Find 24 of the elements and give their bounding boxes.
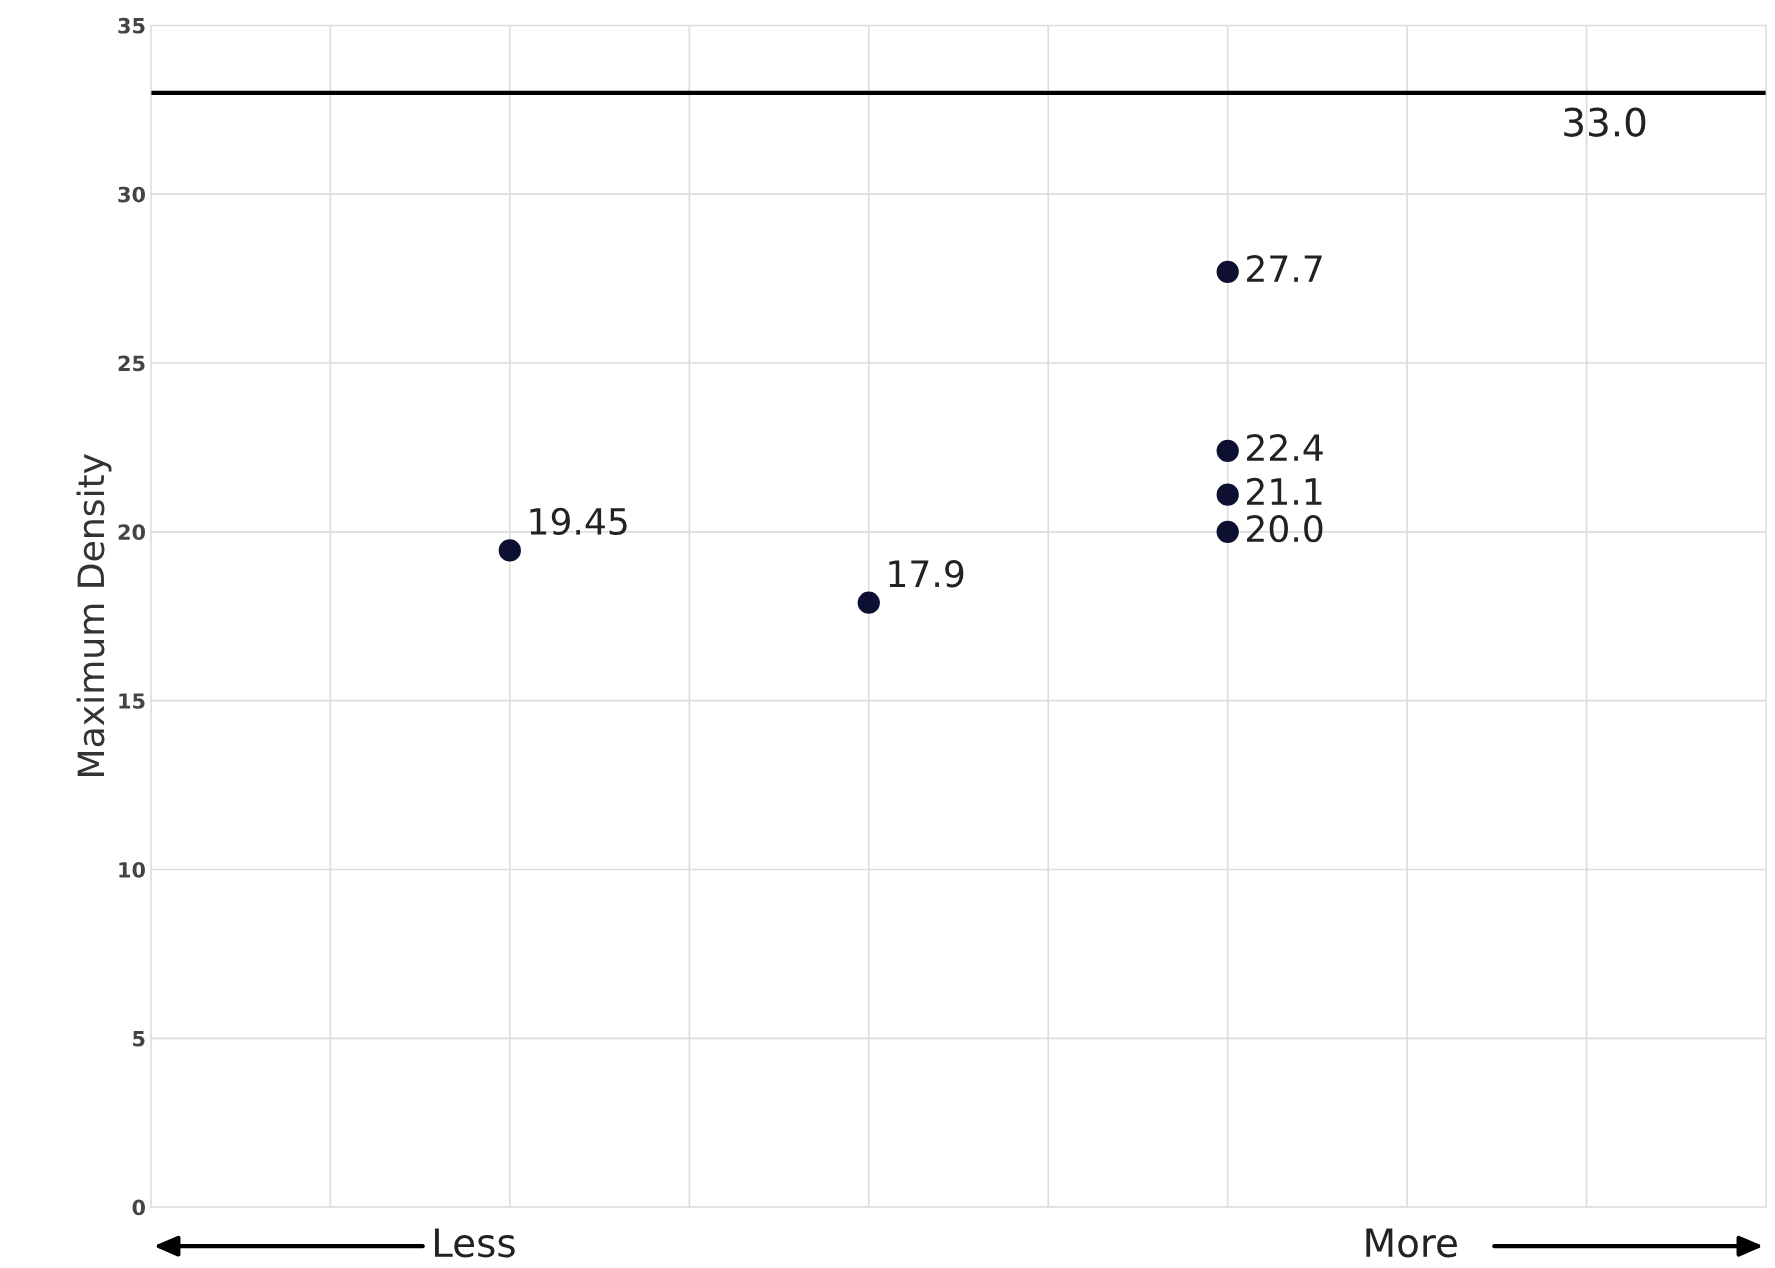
text: Less <box>435 1228 515 1258</box>
text: More <box>1366 1228 1457 1258</box>
ref-line-label: 33.0 <box>1564 107 1646 137</box>
y-tick-label: 0 <box>132 1199 146 1216</box>
y-tick-label: 25 <box>118 355 145 372</box>
y-tick-label: 35 <box>118 17 145 34</box>
data-label: 22.4 <box>1247 433 1323 461</box>
y-axis-title: Maximum Density <box>76 453 112 777</box>
y-tick-label: 10 <box>119 861 146 878</box>
point <box>1216 483 1239 506</box>
y-tick-label: 15 <box>119 693 145 709</box>
data-label: 17.9 <box>889 560 964 588</box>
point <box>1216 520 1239 543</box>
y-tick-label: 30 <box>118 186 146 203</box>
data-label: 27.7 <box>1247 255 1322 282</box>
point <box>857 591 880 614</box>
y-tick-label: 5 <box>133 1031 145 1047</box>
y-tick-label: 20 <box>118 524 146 541</box>
data-label: 20.0 <box>1247 515 1323 543</box>
data-label: 19.45 <box>530 507 627 536</box>
data-label: 21.1 <box>1247 477 1322 505</box>
point <box>498 539 521 562</box>
point <box>1216 439 1239 462</box>
point <box>1216 260 1239 283</box>
